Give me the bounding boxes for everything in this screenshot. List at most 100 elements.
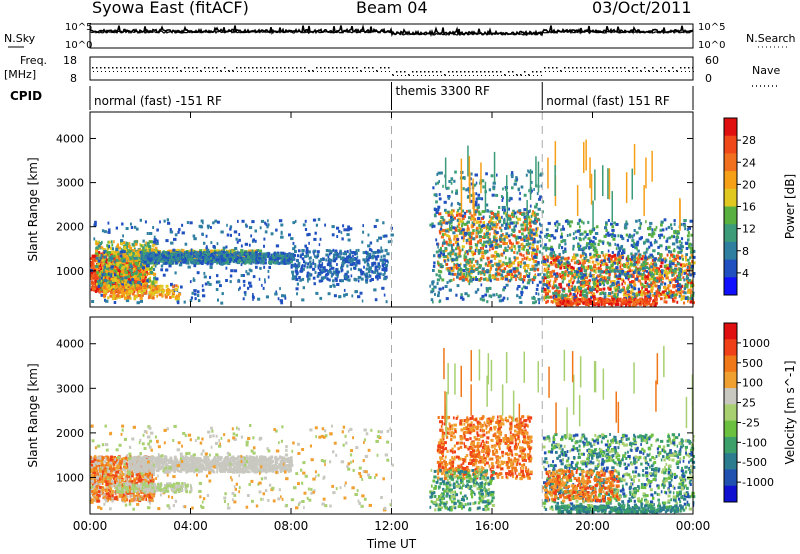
data-cell <box>152 288 155 292</box>
freq-point <box>640 70 642 72</box>
data-cell <box>352 258 356 261</box>
data-cell <box>448 237 451 240</box>
data-cell <box>150 249 155 253</box>
data-cell <box>452 258 456 262</box>
data-cell <box>515 269 520 273</box>
data-cell <box>169 228 172 231</box>
data-cell <box>494 250 498 254</box>
data-cell <box>461 228 465 232</box>
freq-point <box>348 67 350 69</box>
nave-point <box>241 71 242 72</box>
data-cell <box>104 273 108 277</box>
data-cell <box>327 255 330 259</box>
data-cell <box>289 255 292 259</box>
data-cell <box>457 217 461 221</box>
data-cell <box>329 258 333 262</box>
data-cell <box>149 276 152 280</box>
data-cell <box>122 234 124 238</box>
data-cell <box>494 229 497 233</box>
data-cell <box>264 252 268 256</box>
data-cell <box>435 238 438 242</box>
data-cell <box>249 284 253 288</box>
nave-point <box>533 75 534 76</box>
data-cell <box>259 266 262 270</box>
data-cell <box>97 262 100 266</box>
nave-point <box>425 75 426 76</box>
data-cell <box>138 269 141 273</box>
data-cell <box>523 228 527 232</box>
data-cell <box>531 264 535 268</box>
data-cell <box>385 266 388 270</box>
data-cell <box>152 240 157 244</box>
data-cell <box>115 248 119 252</box>
data-cell <box>103 257 107 261</box>
data-cell <box>491 275 495 279</box>
data-cell <box>209 275 212 279</box>
data-cell <box>348 252 352 256</box>
data-cell <box>135 286 139 290</box>
data-cell <box>165 295 168 299</box>
data-cell <box>96 252 99 256</box>
data-cell <box>121 288 125 292</box>
data-cell <box>383 258 386 262</box>
data-cell <box>189 280 192 284</box>
data-cell <box>123 291 126 295</box>
data-cell <box>359 291 363 295</box>
data-cell <box>307 277 311 281</box>
data-cell <box>477 203 480 207</box>
data-cell <box>368 268 372 272</box>
data-cell <box>534 255 537 259</box>
data-cell <box>114 289 117 293</box>
data-cell <box>278 219 283 223</box>
data-cell <box>231 257 235 261</box>
data-cell <box>270 257 273 261</box>
data-cell <box>497 267 501 271</box>
data-cell <box>112 285 116 289</box>
data-cell <box>90 277 93 280</box>
data-cell <box>283 294 286 298</box>
data-cell <box>275 290 277 294</box>
data-cell <box>144 256 147 260</box>
data-cell <box>528 221 532 225</box>
freq-point <box>272 67 274 69</box>
nave-point <box>201 71 202 72</box>
data-cell <box>192 278 196 282</box>
data-cell <box>343 288 346 292</box>
nave-point <box>537 75 538 76</box>
data-cell <box>113 240 115 244</box>
data-cell <box>106 267 110 271</box>
data-cell <box>178 263 183 267</box>
data-cell <box>448 240 452 244</box>
data-cell <box>515 241 519 245</box>
freq-point <box>208 67 210 69</box>
data-cell <box>107 252 110 256</box>
data-cell <box>152 257 155 261</box>
data-cell <box>492 213 495 217</box>
data-cell <box>373 261 377 265</box>
data-cell <box>241 261 244 265</box>
data-cell <box>339 295 342 299</box>
nave-point <box>293 71 294 72</box>
data-cell <box>125 299 130 303</box>
data-cell <box>507 245 509 249</box>
data-cell <box>439 246 442 250</box>
data-cell <box>450 181 453 185</box>
data-cell <box>132 263 136 267</box>
data-cell <box>346 250 349 253</box>
nave-point <box>517 75 518 76</box>
data-cell <box>201 284 204 288</box>
data-cell <box>255 259 258 263</box>
data-cell <box>234 247 238 250</box>
data-cell <box>205 260 209 264</box>
data-cell <box>433 193 437 197</box>
data-cell <box>534 297 536 301</box>
data-cell <box>462 239 465 243</box>
data-cell <box>124 279 128 283</box>
data-cell <box>304 254 308 258</box>
freq-point <box>332 67 334 69</box>
data-cell <box>124 251 127 255</box>
data-cell <box>234 258 238 262</box>
data-cell <box>238 238 241 242</box>
data-cell <box>172 256 175 260</box>
data-cell <box>452 243 455 247</box>
